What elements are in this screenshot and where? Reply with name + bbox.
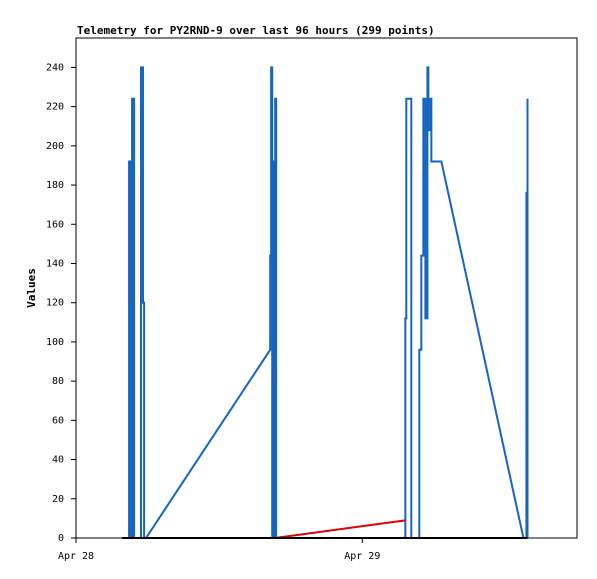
x-tick-label: Apr 28 (58, 551, 94, 562)
y-tick-label: 240 (46, 62, 64, 73)
chart-title: Telemetry for PY2RND-9 over last 96 hour… (77, 24, 435, 37)
y-tick-label: 160 (46, 219, 64, 230)
y-tick-label: 0 (58, 533, 64, 544)
y-tick-label: 140 (46, 258, 64, 269)
y-tick-label: 80 (52, 376, 64, 387)
y-tick-label: 40 (52, 455, 64, 466)
x-tick-label: Apr 29 (344, 551, 380, 562)
y-tick-label: 220 (46, 102, 64, 113)
y-tick-label: 120 (46, 298, 64, 309)
y-tick-label: 100 (46, 337, 64, 348)
y-tick-label: 60 (52, 415, 64, 426)
plot-frame (75, 37, 578, 539)
y-tick-label: 180 (46, 180, 64, 191)
y-axis-label: Values (25, 268, 38, 308)
series-line (275, 519, 406, 539)
series-line (128, 66, 529, 539)
y-tick-label: 200 (46, 141, 64, 152)
y-tick-label: 20 (52, 494, 64, 505)
